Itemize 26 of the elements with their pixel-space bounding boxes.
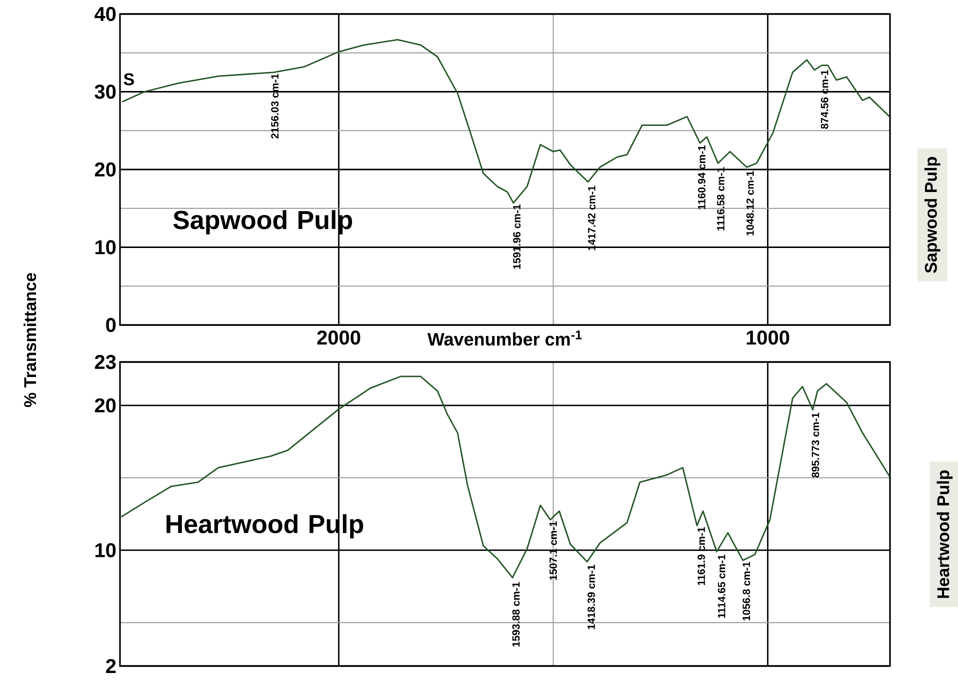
annotation: 1593.88 cm-1 bbox=[512, 582, 520, 647]
y-tick-label: 0 bbox=[106, 318, 116, 332]
annotation: 1418.39 cm-1 bbox=[588, 564, 595, 630]
annotation: 1114.65 cm-1 bbox=[718, 554, 726, 618]
y-tick-label: 40 bbox=[94, 6, 116, 22]
x-tick-label: 1000 bbox=[746, 330, 790, 345]
annotation: 1048.12 cm-1 bbox=[746, 171, 754, 236]
annotation: 2156.03 cm-1 bbox=[271, 74, 279, 139]
y2-axis-title: Sapwood Pulp bbox=[924, 157, 940, 273]
annotation: 895.773 cm-1 bbox=[812, 412, 820, 478]
y-axis-title: % Transmittance bbox=[24, 272, 36, 408]
y-tick-label: 10 bbox=[95, 543, 116, 558]
y-tick-label: 23 bbox=[94, 354, 116, 370]
y-tick-label: 2 bbox=[106, 659, 116, 673]
x-axis-title: Wavenumber cm$^{-1}$ bbox=[427, 330, 582, 346]
y-tick-label: 20 bbox=[94, 162, 116, 177]
annotation: S bbox=[124, 73, 134, 86]
annotation: 1591.96 cm-1 bbox=[513, 204, 521, 269]
y-tick-label: 10 bbox=[95, 240, 116, 254]
annotation: 1507.1 cm-1 bbox=[550, 521, 557, 580]
x-tick-label: 2000 bbox=[317, 330, 360, 345]
y-tick-label: 20 bbox=[94, 398, 116, 412]
annotation: 1056.8 cm-1 bbox=[742, 562, 750, 620]
annotation: 1160.94 cm-1 bbox=[698, 145, 706, 210]
y-tick-label: 30 bbox=[94, 84, 116, 99]
y2-axis-title: Heartwood Pulp bbox=[936, 470, 953, 598]
